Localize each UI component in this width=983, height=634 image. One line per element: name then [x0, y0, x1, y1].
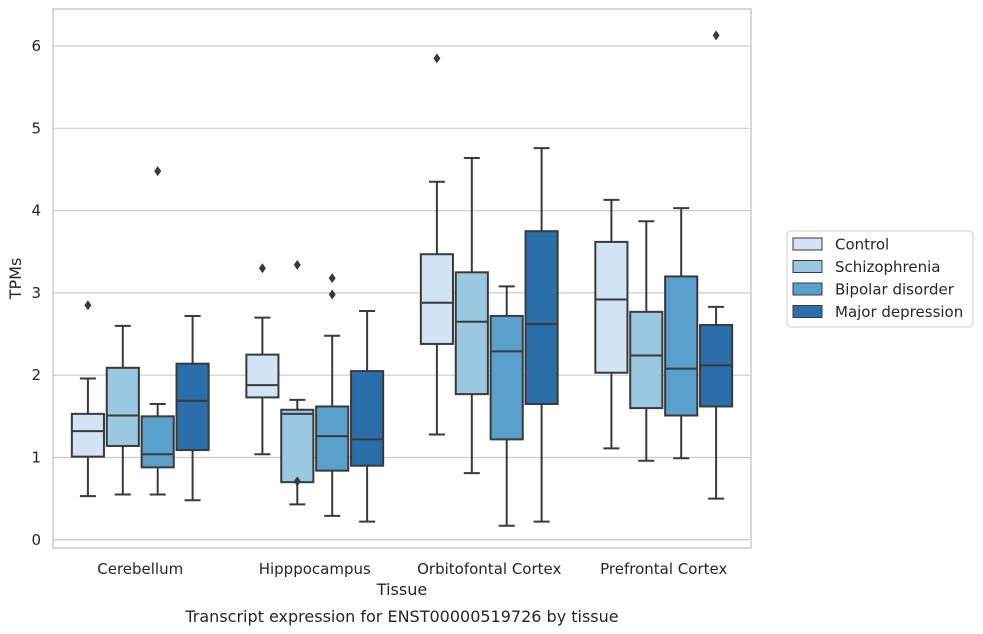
box-control-hipppocampus — [245, 263, 280, 456]
plot-frame — [52, 8, 752, 549]
y-tick-label-1: 1 — [31, 448, 41, 466]
y-tick-label-5: 5 — [31, 119, 41, 137]
x-tick-label-orbitofontal-cortex: Orbitofontal Cortex — [417, 560, 561, 578]
box-schizophrenia-cerebellum — [105, 324, 140, 496]
box-iqr — [350, 370, 385, 467]
box-major-depression-cerebellum — [175, 314, 210, 502]
outlier-point-0 — [293, 476, 301, 487]
outlier-point-0 — [328, 289, 336, 300]
box-iqr — [629, 310, 664, 410]
legend: Control Schizophrenia Bipolar disorder Majo… — [786, 230, 974, 328]
legend-swatch-schizophrenia — [792, 260, 823, 273]
box-bipolar-disorder-orbitofontal-cortex — [489, 285, 524, 527]
box-control-cerebellum — [70, 300, 105, 498]
y-tick-label-6: 6 — [31, 37, 41, 55]
x-tick-label-cerebellum: Cerebellum — [97, 560, 183, 578]
box-series — [70, 30, 734, 527]
x-axis-ticks: Cerebellum Hipppocampus Orbitofontal Corte… — [97, 560, 727, 578]
box-iqr — [280, 408, 315, 484]
box-control-orbitofontal-cortex — [419, 53, 454, 436]
legend-item-bipolar-disorder: Bipolar disorder — [792, 281, 955, 299]
box-iqr — [140, 415, 175, 469]
box-iqr — [524, 230, 559, 405]
box-iqr — [594, 240, 629, 374]
chart-caption: Transcript expression for ENST0000051972… — [184, 607, 618, 626]
box-schizophrenia-prefrontal-cortex — [629, 220, 664, 462]
outlier-point-0 — [433, 53, 441, 64]
legend-label-control: Control — [835, 236, 889, 254]
legend-swatch-bipolar-disorder — [792, 282, 823, 296]
box-iqr — [454, 271, 489, 396]
y-tick-label-2: 2 — [31, 366, 41, 384]
box-schizophrenia-orbitofontal-cortex — [454, 156, 489, 475]
box-major-depression-prefrontal-cortex — [699, 30, 734, 500]
box-iqr — [70, 412, 105, 458]
y-axis-label: TPMs — [6, 258, 25, 301]
box-iqr — [175, 362, 210, 452]
y-tick-label-3: 3 — [31, 284, 41, 302]
legend-frame — [786, 230, 974, 328]
box-major-depression-orbitofontal-cortex — [524, 147, 559, 523]
box-control-prefrontal-cortex — [594, 198, 629, 450]
legend-label-major-depression: Major depression — [835, 303, 963, 321]
x-tick-label-hipppocampus: Hipppocampus — [259, 560, 371, 578]
outlier-point-0 — [712, 30, 720, 41]
box-iqr — [489, 314, 524, 441]
legend-swatch-control — [792, 237, 823, 251]
legend-label-bipolar-disorder: Bipolar disorder — [835, 281, 955, 299]
box-iqr — [419, 253, 454, 345]
legend-item-major-depression: Major depression — [792, 303, 963, 321]
outlier-point-0 — [258, 263, 266, 274]
outlier-point-0 — [154, 166, 162, 177]
outlier-point-1 — [293, 259, 301, 270]
box-iqr — [105, 366, 140, 447]
box-iqr — [664, 275, 699, 417]
legend-label-schizophrenia: Schizophrenia — [835, 258, 940, 276]
box-bipolar-disorder-cerebellum — [140, 166, 175, 496]
box-iqr — [245, 353, 280, 399]
outlier-point-0 — [84, 300, 92, 311]
y-axis-ticks: 0 1 2 3 4 5 6 — [31, 37, 41, 549]
box-major-depression-hipppocampus — [350, 310, 385, 523]
x-axis-label: Tissue — [376, 580, 427, 599]
box-bipolar-disorder-prefrontal-cortex — [664, 207, 699, 460]
y-tick-label-4: 4 — [31, 202, 41, 220]
box-iqr — [315, 405, 350, 472]
legend-item-schizophrenia: Schizophrenia — [792, 258, 940, 276]
box-bipolar-disorder-hipppocampus — [315, 273, 350, 517]
x-tick-label-prefrontal-cortex: Prefrontal Cortex — [600, 560, 727, 578]
box-schizophrenia-hipppocampus — [280, 259, 315, 506]
outlier-point-1 — [328, 273, 336, 284]
legend-swatch-major-depression — [792, 305, 823, 318]
y-tick-label-0: 0 — [31, 531, 41, 549]
legend-item-control: Control — [792, 236, 889, 254]
